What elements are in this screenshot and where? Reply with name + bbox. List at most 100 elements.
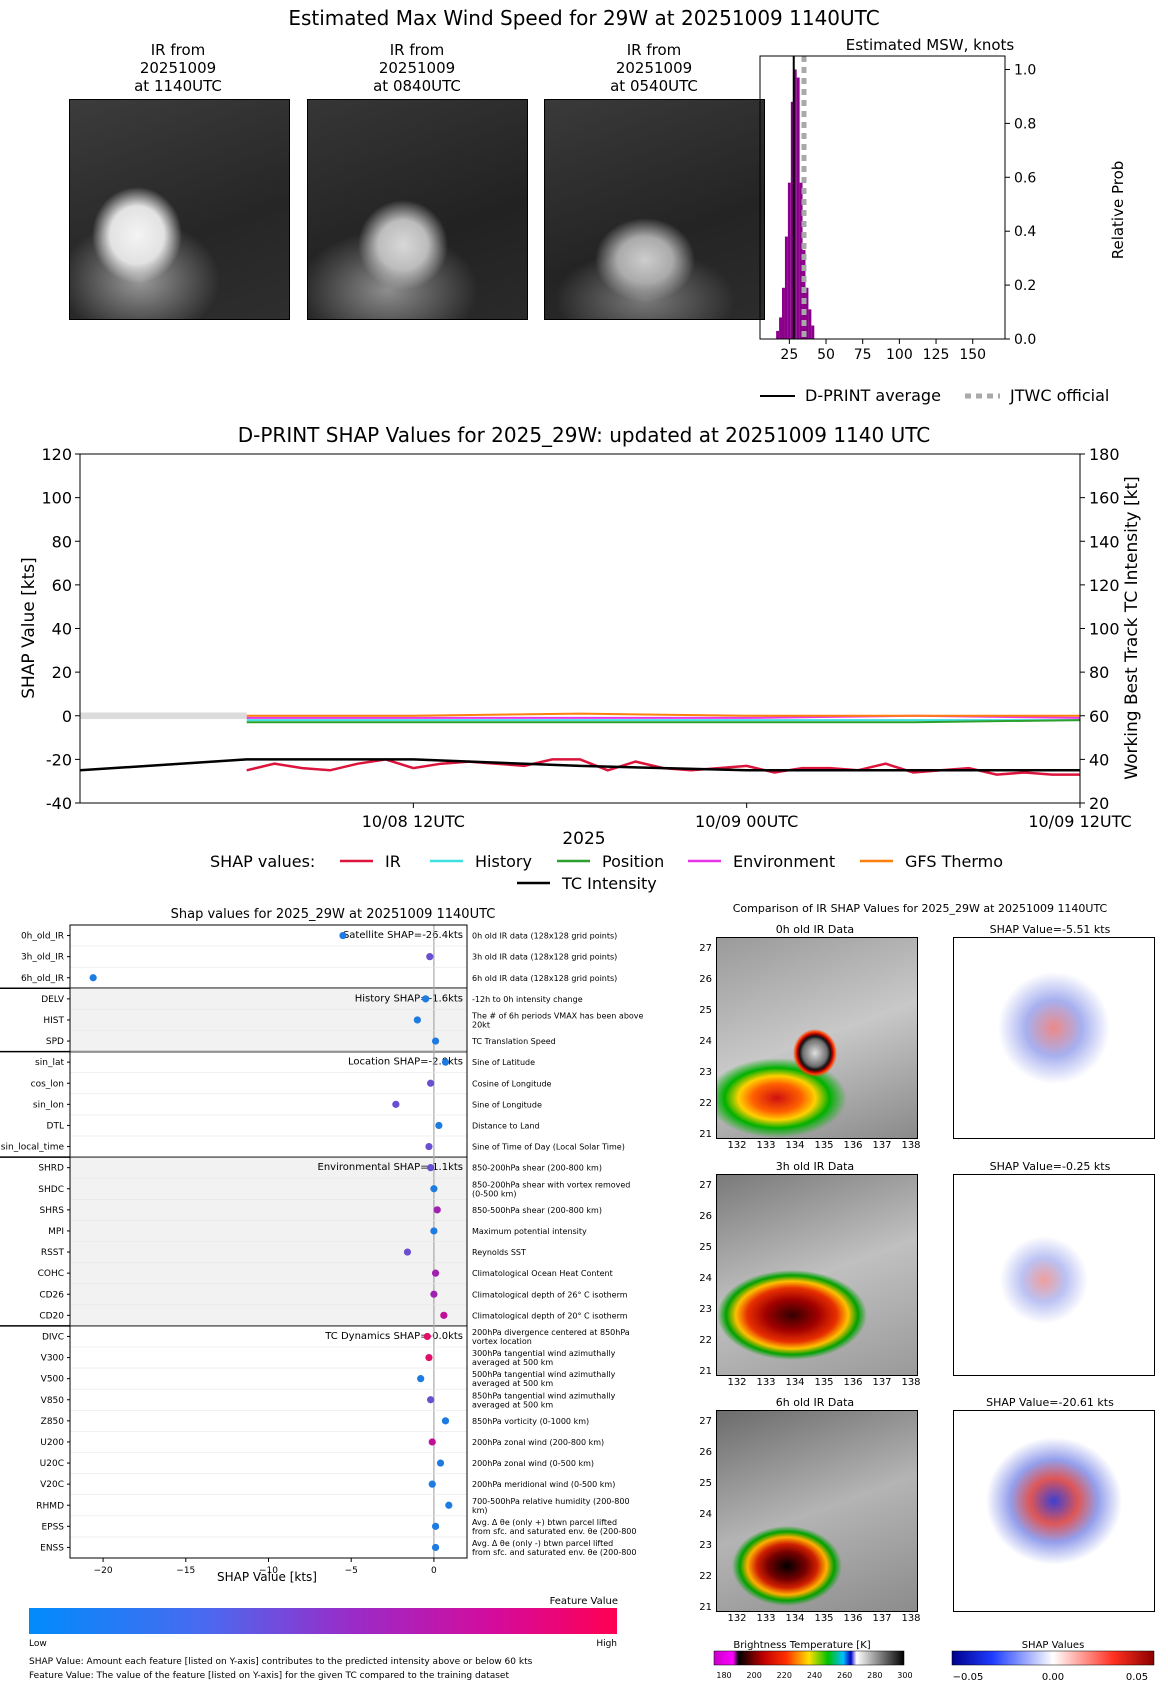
feature-point [422,995,430,1003]
lon-tick-label: 135 [814,1613,834,1624]
hist-bar [779,317,783,339]
lon-tick-label: 137 [872,1613,892,1624]
feature-description: Sine of Time of Day (Local Solar Time) [472,1143,625,1152]
feature-description: 850hPa tangential wind azimuthally [472,1391,616,1400]
lat-tick-label: 24 [699,1036,712,1047]
ir-panel-2-title: IR from 20251009 at 0840UTC [307,41,527,95]
ts-ytick-label: 40 [52,620,72,639]
shap-tick-label: 0.05 [1126,1672,1148,1683]
ts-legend-label: TC Intensity [561,874,657,893]
legend-avg-label: D-PRINT average [805,386,941,405]
feature-description: Avg. Δ θe (only +) btwn parcel lifted [472,1518,617,1527]
ts-ytick-label: 60 [52,576,72,595]
feature-point [441,1058,450,1066]
feature-point [417,1375,425,1383]
ts-ylabel: SHAP Value [kts] [19,557,39,699]
lat-tick-label: 21 [699,1129,712,1140]
feature-point [427,1164,435,1172]
hist-ytick-label: 0.4 [1014,224,1036,240]
ir-map-title: 3h old IR Data [775,1160,855,1173]
feature-description: 0h old IR data (128x128 grid points) [472,932,617,941]
hist-bar [799,182,803,339]
shap-colorbar-title: SHAP Values [1022,1640,1085,1651]
bt-colorbar-title: Brightness Temperature [K] [733,1640,870,1651]
ts-ytick-label: 120 [41,445,72,464]
shap-map [953,937,1155,1139]
feature-description: 20kt [472,1020,490,1029]
feature-point [339,931,347,940]
hist-frame [759,55,1006,340]
feature-point [425,1353,433,1362]
feature-point [430,1185,438,1193]
ir-panel-2-line2: 20251009 [378,59,456,77]
feature-name: V850 [41,1396,65,1406]
ir-image-1140utc [69,99,290,320]
ir-image-0840utc [307,99,528,320]
ts-legend-title: SHAP values: [210,852,315,871]
lat-tick-label: 25 [699,1478,712,1489]
feature-point [431,1269,440,1277]
lon-tick-label: 137 [872,1140,892,1151]
lon-tick-label: 132 [727,1613,747,1624]
ts-ytick-right-label: 40 [1089,750,1109,769]
shap-map-title: SHAP Value=-5.51 kts [989,923,1111,936]
feature-description: from sfc. and saturated env. θe (200-800 [472,1548,636,1557]
series-gfs-thermo [246,712,1080,717]
feature-description: TC Translation Speed [471,1037,556,1046]
group-label: Environmental SHAP=-1.1kts [318,1162,464,1173]
ir-panel-3-line1: IR from [626,41,682,59]
feature-name: MPI [48,1227,64,1237]
lat-tick-label: 22 [699,1571,712,1582]
feature-point [428,1438,436,1446]
comparison-colorbars: Brightness Temperature [K] 180 200 220 240 2… [713,1640,1155,1683]
ir-panel-3-line3: at 0540UTC [610,77,698,95]
feature-name: Z850 [41,1417,65,1427]
shap-map [953,1410,1155,1612]
feature-point [440,1311,448,1319]
hist-xtick-label: 125 [923,347,950,363]
feature-description: 850-200hPa shear (200-800 km) [472,1164,602,1173]
feature-description: 300hPa tangential wind azimuthally [472,1349,616,1358]
ts-ytick-label: -20 [46,750,72,769]
lon-tick-label: 136 [843,1613,863,1624]
feature-name: EPSS [41,1522,64,1532]
ts-xlabel: 2025 [562,829,605,849]
lon-tick-label: 135 [814,1140,834,1151]
bt-tick-label: 180 [716,1671,731,1680]
scatter-xtick-label: −15 [176,1566,195,1576]
bt-colorbar [713,1650,905,1666]
feature-point [392,1100,400,1108]
hist-ytick-label: 1.0 [1014,62,1036,78]
feature-point [430,1227,438,1235]
feature-point [89,974,97,982]
ts-ytick-right-label: 100 [1089,620,1120,639]
lat-tick-label: 26 [699,1447,712,1458]
feature-name: cos_lon [31,1079,64,1089]
msw-histogram-chart: Estimated MSW, knots 25 50 75 100 125 150 0.0 0… [759,36,1127,405]
hist-bar [808,309,812,339]
feature-description: Climatological depth of 20° C isotherm [472,1311,628,1320]
feature-name: SHRS [40,1206,65,1216]
feature-name: SHRD [38,1164,64,1174]
feature-name: HIST [43,1016,64,1026]
scatter-xlabel: SHAP Value [kts] [217,1570,317,1584]
lat-tick-label: 22 [699,1335,712,1346]
group-band [70,988,467,1052]
ts-ytick-right-label: 180 [1089,445,1120,464]
hist-bar [776,330,780,339]
lat-tick-label: 21 [699,1366,712,1377]
feature-name: V20C [40,1480,64,1490]
hist-ytick-label: 0.6 [1014,170,1036,186]
group-label: TC Dynamics SHAP=-0.0kts [324,1331,463,1342]
lat-tick-label: 25 [699,1005,712,1016]
lat-tick-label: 24 [699,1273,712,1284]
lon-tick-label: 138 [901,1377,921,1388]
feature-point [427,1396,435,1404]
series-tc-intensity [79,758,1080,772]
lat-tick-label: 23 [699,1067,712,1078]
feature-description: The # of 6h periods VMAX has been above [471,1011,644,1020]
lat-tick-label: 25 [699,1242,712,1253]
ir-panel-3-title: IR from 20251009 at 0540UTC [544,41,764,95]
feature-point [425,1142,433,1151]
lat-tick-label: 26 [699,1211,712,1222]
